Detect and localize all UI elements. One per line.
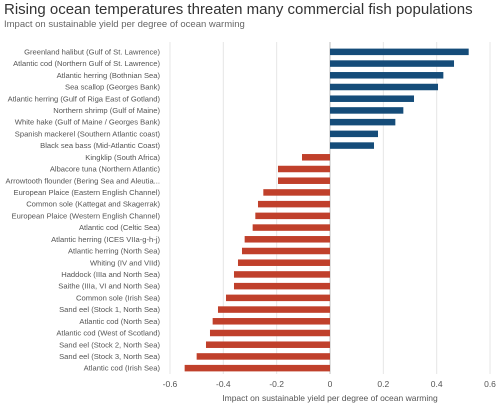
category-labels: Greenland halibut (Gulf of St. Lawrence)… (6, 47, 161, 372)
category-label: European Plaice (Western English Channel… (12, 211, 161, 220)
bar (330, 95, 415, 102)
bar (257, 200, 330, 208)
category-label: Sand eel (Stock 3, North Sea) (59, 352, 160, 361)
category-label: Arrowtooth flounder (Bering Sea and Aleu… (6, 176, 161, 185)
bar (330, 130, 379, 138)
bars (184, 48, 469, 372)
category-label: Northern shrimp (Gulf of Maine) (53, 106, 160, 115)
bar (330, 48, 469, 56)
x-axis-label: Impact on sustainable yield per degree o… (222, 393, 438, 403)
bar (277, 177, 330, 184)
category-label: Common sole (Irish Sea) (76, 293, 160, 302)
bar (330, 142, 375, 149)
category-label: White hake (Gulf of Maine / Georges Bank… (15, 118, 161, 127)
bar (209, 329, 330, 337)
category-label: Whiting (IV and VIId) (90, 258, 161, 267)
x-tick-label: -0.4 (216, 379, 231, 389)
bar (244, 236, 330, 243)
category-label: Atlantic cod (Irish Sea) (84, 364, 161, 373)
bar (330, 72, 444, 79)
x-tick-label: 0.2 (377, 379, 389, 389)
bar (277, 165, 330, 173)
category-label: Haddock (IIIa and North Sea) (61, 270, 160, 279)
chart-title: Rising ocean temperatures threaten many … (4, 1, 473, 18)
bar (301, 154, 330, 161)
bar (330, 60, 455, 67)
x-tick-label: 0.4 (431, 379, 443, 389)
category-label: Atlantic herring (ICES VIIa-g-h-j) (51, 235, 160, 244)
category-label: Saithe (IIIa, VI and North Sea) (58, 282, 160, 291)
category-label: Atlantic herring (Gulf of Riga East of G… (8, 94, 161, 103)
category-label: Sea scallop (Georges Bank) (65, 83, 160, 92)
bar (225, 294, 330, 302)
bar (237, 259, 330, 266)
bar (196, 353, 330, 360)
category-label: Common sole (Kattegat and Skagerrak) (26, 200, 160, 209)
x-tick-labels: -0.6 -0.4 -0.2 0 0.2 0.4 0.6 (163, 379, 497, 389)
category-label: Black sea bass (Mid-Atlantic Coast) (40, 141, 160, 150)
bar (330, 107, 404, 114)
category-label: Atlantic cod (West of Scotland) (56, 329, 160, 338)
bar (330, 83, 439, 91)
x-tick-label: -0.6 (163, 379, 178, 389)
category-label: Atlantic cod (North Sea) (79, 317, 160, 326)
category-label: Atlantic herring (North Sea) (68, 247, 160, 256)
chart-subtitle: Impact on sustainable yield per degree o… (4, 19, 245, 30)
category-label: Kingklip (South Africa) (85, 153, 160, 162)
bar (255, 212, 330, 220)
category-label: Spanish mackerel (Southern Atlantic coas… (15, 129, 161, 138)
bar (263, 189, 330, 196)
bar (233, 271, 330, 278)
bar (330, 118, 396, 126)
category-label: Atlantic cod (Northern Gulf of St. Lawre… (13, 59, 160, 68)
x-tick-label: 0 (328, 379, 333, 389)
x-tick-label: -0.2 (269, 379, 284, 389)
category-label: European Plaice (Eastern English Channel… (14, 188, 161, 197)
category-label: Atlantic herring (Bothnian Sea) (57, 71, 161, 80)
bar (184, 364, 330, 372)
bar (252, 224, 330, 231)
bar (241, 247, 330, 255)
category-label: Sand eel (Stock 2, North Sea) (59, 340, 160, 349)
category-label: Sand eel (Stock 1, North Sea) (59, 305, 160, 314)
bar (205, 341, 330, 348)
category-label: Albacore tuna (Northern Atlantic) (50, 165, 161, 174)
category-label: Greenland halibut (Gulf of St. Lawrence) (24, 47, 160, 56)
category-label: Atlantic cod (Celtic Sea) (79, 223, 161, 232)
bar (212, 318, 330, 325)
bar (233, 282, 330, 290)
x-tick-label: 0.6 (484, 379, 496, 389)
bar (217, 306, 330, 313)
